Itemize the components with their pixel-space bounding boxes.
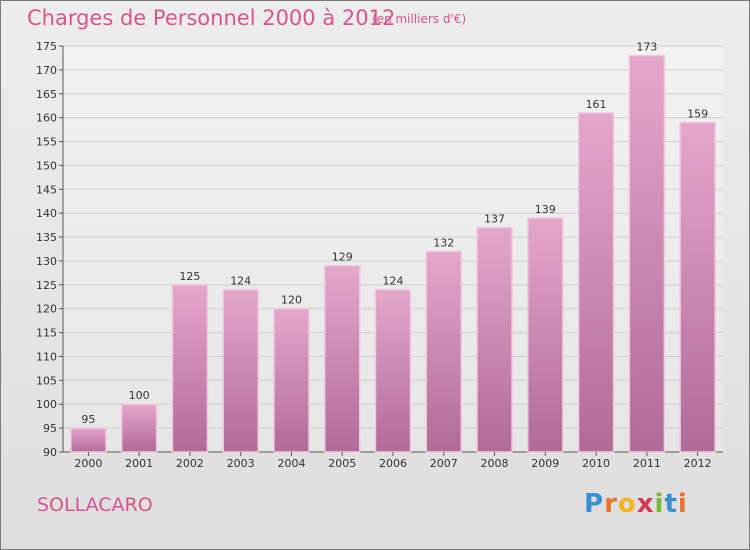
x-tick-label: 2003 bbox=[227, 457, 255, 470]
logo-letter: i bbox=[677, 489, 688, 519]
y-tick-label: 105 bbox=[36, 374, 57, 387]
bar-2004 bbox=[273, 307, 310, 453]
data-label: 95 bbox=[81, 413, 95, 426]
y-tick-label: 100 bbox=[36, 398, 57, 411]
chart-subtitle: (en milliers d'€) bbox=[372, 12, 467, 26]
commune-name: SOLLACARO bbox=[37, 494, 153, 516]
y-tick-label: 115 bbox=[36, 327, 57, 340]
bar-2005 bbox=[323, 264, 361, 453]
x-tick-label: 2011 bbox=[633, 457, 661, 470]
x-tick-label: 2006 bbox=[379, 457, 407, 470]
bar-2007 bbox=[425, 250, 463, 453]
logo-letter: o bbox=[617, 489, 637, 519]
x-tick-label: 2010 bbox=[582, 457, 610, 470]
y-tick-label: 140 bbox=[36, 207, 57, 220]
data-label: 124 bbox=[230, 275, 251, 288]
y-tick-label: 165 bbox=[36, 88, 57, 101]
x-tick-label: 2012 bbox=[684, 457, 712, 470]
y-tick-label: 90 bbox=[43, 446, 57, 459]
bar-2009 bbox=[527, 217, 564, 453]
bar-2010 bbox=[577, 112, 615, 453]
chart-title: Charges de Personnel 2000 à 2012 bbox=[27, 6, 396, 30]
y-tick-label: 110 bbox=[36, 350, 57, 363]
data-label: 132 bbox=[433, 236, 454, 249]
x-axis-ticks: 2000 2001 2002 2003 2004 2005 2006 2007 2008 2009… bbox=[74, 452, 712, 470]
x-tick-label: 2000 bbox=[74, 457, 102, 470]
bar-2001 bbox=[120, 403, 158, 453]
bar-2011 bbox=[628, 54, 666, 453]
x-tick-label: 2005 bbox=[328, 457, 356, 470]
proxiti-logo: Proxiti bbox=[584, 489, 688, 519]
data-labels: 95 100 125 124 120 129 124 132 137 139 161 173 159 bbox=[81, 41, 708, 427]
y-tick-label: 95 bbox=[43, 422, 57, 435]
bar-2008 bbox=[476, 226, 513, 453]
y-tick-label: 135 bbox=[36, 231, 57, 244]
x-tick-label: 2002 bbox=[176, 457, 204, 470]
x-tick-label: 2001 bbox=[125, 457, 153, 470]
x-tick-label: 2007 bbox=[430, 457, 458, 470]
data-label: 129 bbox=[332, 251, 353, 264]
x-tick-label: 2009 bbox=[531, 457, 559, 470]
data-label: 125 bbox=[179, 270, 200, 283]
x-tick-label: 2004 bbox=[277, 457, 305, 470]
logo-letter: P bbox=[584, 489, 605, 519]
y-tick-label: 150 bbox=[36, 159, 57, 172]
x-tick-label: 2008 bbox=[481, 457, 509, 470]
bar-2012 bbox=[679, 121, 716, 453]
data-label: 139 bbox=[535, 203, 556, 216]
y-tick-label: 170 bbox=[36, 64, 57, 77]
data-label: 173 bbox=[636, 41, 657, 54]
y-tick-label: 130 bbox=[36, 255, 57, 268]
logo-letter: x bbox=[636, 489, 655, 519]
logo-letter: t bbox=[664, 489, 678, 519]
y-tick-label: 160 bbox=[36, 112, 57, 125]
bar-2006 bbox=[374, 288, 412, 453]
y-tick-label: 145 bbox=[36, 183, 57, 196]
data-label: 137 bbox=[484, 213, 505, 226]
data-label: 159 bbox=[687, 107, 708, 120]
bar-2002 bbox=[171, 284, 209, 453]
y-tick-label: 120 bbox=[36, 303, 57, 316]
y-axis-ticks: 90 95 100 105 110 115 120 125 130 135 140 145 150 155… bbox=[36, 40, 63, 459]
data-label: 124 bbox=[383, 275, 404, 288]
y-tick-label: 155 bbox=[36, 136, 57, 149]
logo-letter: r bbox=[604, 489, 618, 519]
data-label: 161 bbox=[586, 98, 607, 111]
y-tick-label: 175 bbox=[36, 40, 57, 53]
data-label: 120 bbox=[281, 294, 302, 307]
y-tick-label: 125 bbox=[36, 279, 57, 292]
logo-letter: i bbox=[654, 489, 665, 519]
bar-2000 bbox=[70, 427, 107, 453]
bar-2003 bbox=[222, 288, 259, 453]
data-label: 100 bbox=[129, 389, 150, 402]
